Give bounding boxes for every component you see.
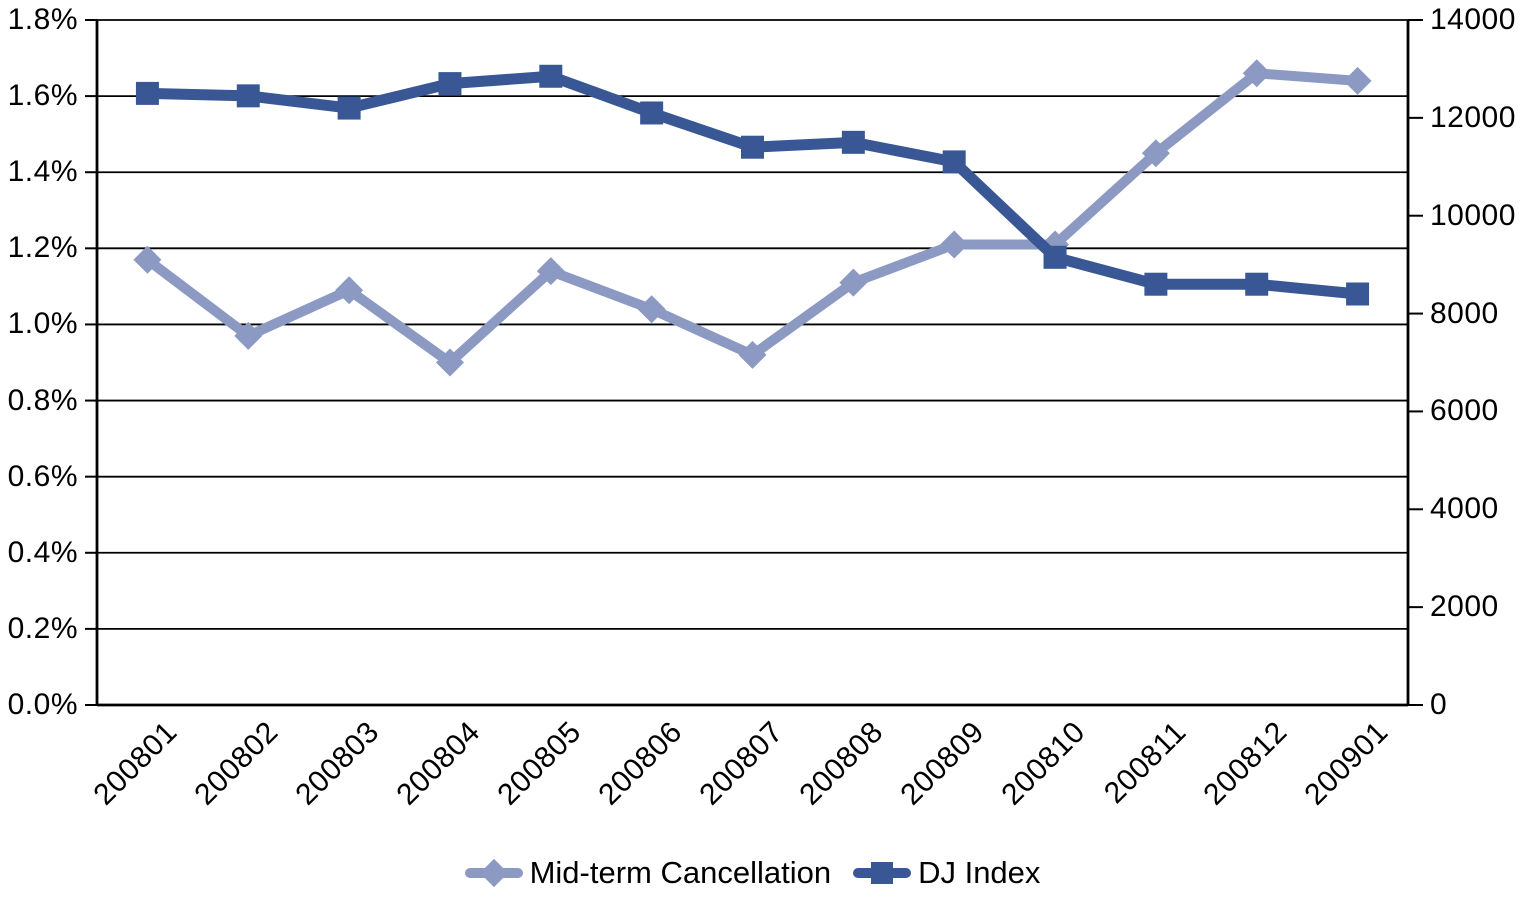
legend-label-mid-term-cancellation: Mid-term Cancellation: [529, 855, 832, 890]
right-axis-tick-label: 6000: [1430, 394, 1499, 428]
dj-index-point-200810: [1043, 245, 1067, 269]
left-axis-tick-label: 1.8%: [7, 3, 78, 36]
left-axis-tick-label: 1.2%: [7, 231, 78, 265]
right-axis-tick-label: 4000: [1430, 492, 1499, 526]
right-axis-tick-label: 12000: [1430, 100, 1516, 134]
dj-index-point-200808: [841, 130, 865, 154]
dj-index-point-200803: [337, 96, 361, 120]
legend-label-dj-index: DJ Index: [918, 855, 1041, 890]
mid-term-cancellation-point-200809: [940, 230, 969, 259]
square-marker-icon: [871, 862, 894, 884]
dj-index-line-sample: [853, 862, 912, 884]
dj-index-point-200801: [135, 81, 159, 105]
left-axis-tick-label: 0.2%: [7, 611, 78, 645]
mid-term-cancellation-point-200801: [133, 245, 162, 274]
right-axis-tick-label: 2000: [1430, 590, 1499, 624]
left-axis-tick-label: 0.8%: [7, 383, 78, 417]
mid-term-cancellation-point-200805: [536, 257, 565, 286]
left-axis-tick-label: 0.4%: [7, 535, 78, 569]
left-axis-tick-label: 1.6%: [7, 79, 78, 113]
mid-term-cancellation-point-200802: [234, 321, 263, 350]
mid-term-cancellation-line: [142, 68, 1363, 368]
dj-index-line: [141, 70, 1364, 300]
left-axis-tick-label: 0.0%: [7, 688, 78, 721]
dj-index-point-200804: [438, 72, 462, 96]
mid-term-cancellation-point-200901: [1343, 66, 1372, 95]
mid-term-cancellation-point-200806: [637, 295, 666, 324]
right-axis-tick-label: 10000: [1430, 198, 1516, 232]
dj-index-point-200805: [539, 64, 563, 88]
dj-index-point-200812: [1245, 272, 1269, 296]
mid-term-cancellation-point-200808: [839, 268, 868, 297]
legend: Mid-term Cancellation DJ Index: [97, 849, 1408, 897]
dj-index-point-200809: [942, 150, 966, 174]
mid-term-cancellation-point-200803: [335, 276, 364, 305]
left-axis-tick-label: 1.4%: [7, 155, 78, 189]
legend-item-mid-term-cancellation: Mid-term Cancellation: [464, 853, 832, 893]
dj-index-point-200807: [741, 135, 764, 159]
diamond-marker-icon: [479, 858, 508, 888]
right-axis-tick-label: 14000: [1430, 3, 1516, 36]
dj-index-point-200811: [1144, 272, 1168, 296]
legend-item-dj-index: DJ Index: [853, 853, 1040, 893]
mid-term-cancellation-point-200812: [1242, 59, 1271, 88]
left-axis-tick-label: 0.6%: [7, 459, 78, 493]
mid-term-cancellation-point-200804: [435, 348, 464, 377]
right-axis-tick-label: 0: [1430, 688, 1448, 721]
dj-index-point-200806: [640, 101, 664, 125]
mid-term-cancellation-line-sample: [464, 858, 523, 888]
right-axis-tick-label: 8000: [1430, 296, 1499, 330]
dj-index-point-200901: [1346, 282, 1370, 306]
dj-index-point-200802: [236, 84, 260, 108]
left-axis-tick-label: 1.0%: [7, 307, 78, 341]
mid-term-cancellation-point-200807: [738, 340, 767, 369]
mid-term-cancellation-point-200811: [1141, 139, 1170, 168]
